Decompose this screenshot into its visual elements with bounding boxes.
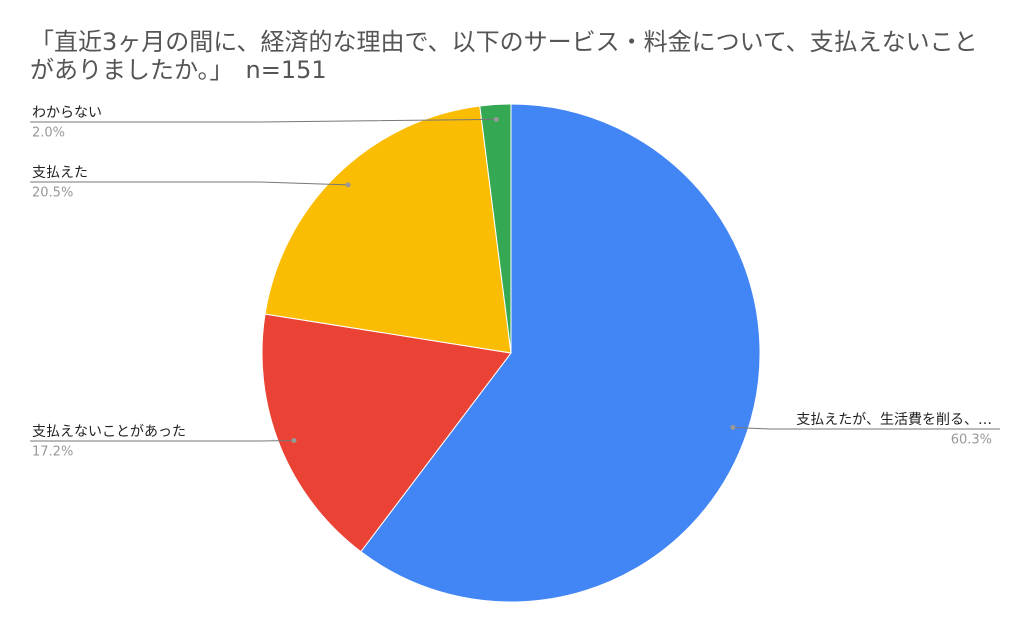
pie-slice (479, 103, 512, 354)
leader-line (30, 118, 497, 123)
leader-dot (730, 424, 736, 430)
slice-value-label: 17.2% (32, 445, 73, 460)
pie-slice (261, 313, 512, 553)
slice-label: 支払えた (32, 165, 88, 181)
slice-value-label: 2.0% (32, 126, 65, 141)
chart-title: 「直近3ヶ月の間に、経済的な理由で、以下のサービス・料金について、支払えないこと… (30, 28, 978, 84)
pie-slice (264, 105, 512, 354)
slice-label: 支払えたが、生活費を削る、… (796, 412, 992, 428)
leader-dot (493, 116, 499, 122)
leader-line (732, 426, 1000, 430)
slice-value-label: 60.3% (951, 433, 992, 448)
leader-dot (345, 182, 351, 188)
slice-label: 支払えないことがあった (32, 424, 186, 440)
slice-label: わからない (32, 105, 102, 121)
leader-line (30, 181, 349, 186)
leader-dot (291, 438, 297, 444)
pie-slice (360, 103, 761, 603)
slice-value-label: 20.5% (32, 186, 73, 201)
